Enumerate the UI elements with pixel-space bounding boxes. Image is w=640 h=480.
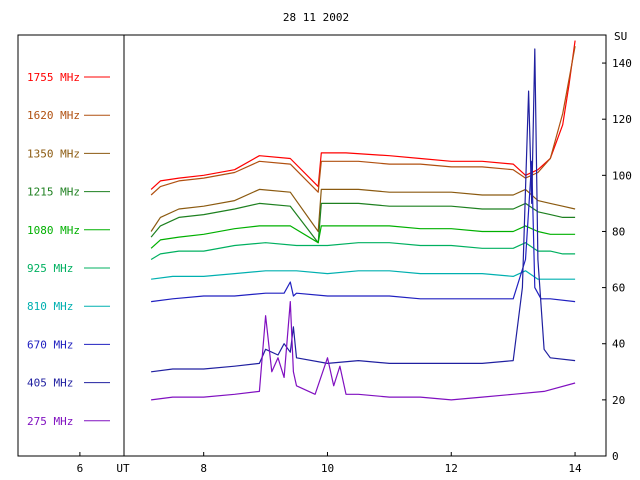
y-tick-label-4: 80 [612, 225, 625, 238]
legend: 1755 MHz 1620 MHz 1350 MHz 1215 MHz 1080 MHz… [27, 71, 110, 428]
y-tick-label-7: 140 [612, 57, 632, 70]
y-tick-label-0: 0 [612, 450, 619, 463]
y-tick-label-5: 100 [612, 169, 632, 182]
series-lines [150, 40, 576, 401]
legend-label-3: 1215 MHz [27, 186, 80, 199]
plot-frame [17, 34, 607, 457]
y-tick-label-1: 20 [612, 394, 625, 407]
x-tick-label-3: 12 [445, 462, 458, 475]
legend-label-5: 925 MHz [27, 262, 73, 275]
x-axis-ticks: 6 8 10 12 14 [77, 452, 582, 475]
series-line-3 [150, 202, 576, 244]
y-tick-label-3: 60 [612, 282, 625, 295]
series-line-1 [150, 46, 576, 196]
legend-label-1: 1620 MHz [27, 109, 80, 122]
series-line-2 [150, 188, 576, 233]
y-tick-label-2: 40 [612, 338, 625, 351]
legend-label-7: 670 MHz [27, 338, 73, 351]
series-line-4 [150, 225, 576, 249]
x-tick-label-4: 14 [568, 462, 582, 475]
chart-title: 28 11 2002 [283, 11, 349, 24]
x-tick-label-1: 8 [200, 462, 207, 475]
x-tick-label-2: 10 [321, 462, 334, 475]
x-tick-label-0: 6 [77, 462, 84, 475]
series-line-7 [151, 160, 576, 303]
y-axis-ticks: 0 20 40 60 80 100 120 140 [602, 57, 632, 463]
series-line-9 [151, 301, 576, 401]
series-line-6 [151, 270, 576, 280]
legend-label-2: 1350 MHz [27, 147, 80, 160]
legend-label-8: 405 MHz [27, 377, 73, 390]
legend-label-9: 275 MHz [27, 415, 73, 428]
x-axis-label: UT [116, 462, 130, 475]
legend-label-4: 1080 MHz [27, 224, 80, 237]
legend-label-6: 810 MHz [27, 300, 73, 313]
legend-label-0: 1755 MHz [27, 71, 80, 84]
y-axis-label: SU [614, 30, 627, 43]
y-tick-label-6: 120 [612, 113, 632, 126]
series-line-0 [150, 40, 576, 190]
series-line-8 [151, 48, 576, 373]
